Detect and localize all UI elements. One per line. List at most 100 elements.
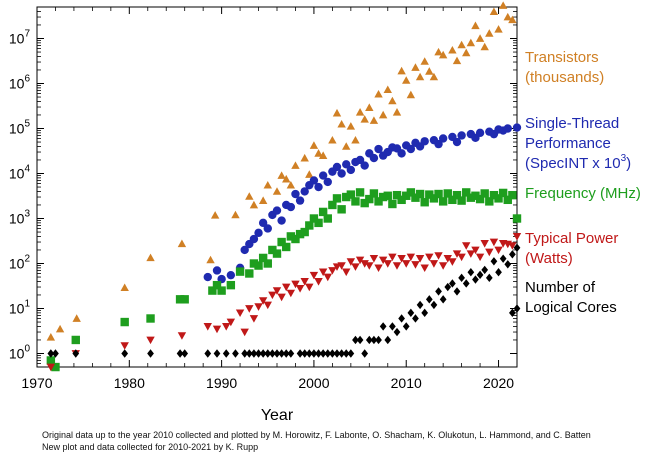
data-point-transistors	[286, 180, 296, 189]
data-point-cores	[462, 279, 470, 288]
data-point-power	[300, 278, 309, 286]
data-point-power	[392, 262, 402, 270]
data-point-single_thread	[318, 171, 328, 180]
data-point-cores	[379, 322, 387, 331]
data-point-power	[346, 258, 356, 266]
data-point-single_thread	[295, 196, 305, 205]
data-point-cores	[407, 308, 415, 318]
data-point-transistors	[282, 174, 291, 183]
data-point-frequency	[180, 295, 189, 304]
data-point-power	[452, 250, 462, 258]
data-point-frequency	[480, 189, 489, 198]
y-tick-label: 104	[9, 164, 31, 182]
data-point-frequency	[295, 229, 305, 239]
data-point-transistors	[508, 15, 517, 24]
data-point-cores	[458, 273, 465, 283]
data-point-cores	[513, 243, 521, 252]
data-point-power	[512, 233, 522, 241]
data-point-transistors	[489, 7, 499, 16]
data-point-cores	[509, 308, 516, 318]
data-point-cores	[375, 335, 382, 345]
data-point-cores	[481, 265, 489, 275]
data-point-cores	[509, 250, 516, 259]
x-tick-label: 2010	[391, 375, 422, 391]
data-point-single_thread	[263, 224, 272, 233]
data-point-frequency	[425, 190, 434, 199]
data-point-transistors	[120, 283, 129, 292]
data-point-cores	[273, 349, 281, 358]
data-point-transistors	[494, 25, 503, 33]
data-point-transistors	[480, 42, 489, 51]
caption-line-1: Original data up to the year 2010 collec…	[42, 430, 591, 440]
data-point-frequency	[512, 214, 522, 223]
data-point-frequency	[462, 188, 471, 197]
x-tick-label: 1970	[21, 375, 52, 391]
data-point-transistors	[402, 76, 411, 84]
data-point-transistors	[475, 34, 485, 42]
data-point-frequency	[485, 197, 494, 206]
data-point-single_thread	[309, 176, 319, 185]
data-point-power	[351, 263, 360, 271]
data-point-transistors	[346, 122, 356, 130]
data-point-cores	[352, 335, 359, 345]
data-point-transistors	[231, 210, 240, 219]
data-point-power	[480, 240, 489, 248]
data-point-cores	[259, 349, 267, 358]
data-point-cores	[421, 308, 429, 318]
data-point-cores	[47, 349, 55, 358]
data-point-cores	[402, 322, 410, 331]
y-tick-exponent: 2	[24, 254, 30, 265]
series-labels: Transistors (thousands) Single-Thread Perfo…	[525, 49, 641, 316]
data-point-frequency	[351, 197, 360, 206]
data-point-frequency	[226, 280, 236, 290]
data-point-cores	[398, 314, 405, 323]
data-point-single_thread	[360, 161, 369, 170]
data-point-transistors	[55, 324, 65, 333]
data-point-cores	[416, 300, 424, 310]
data-point-frequency	[318, 207, 328, 217]
data-point-frequency	[305, 221, 314, 230]
data-point-power	[272, 287, 282, 295]
data-point-cores	[72, 349, 80, 358]
data-point-transistors	[462, 48, 471, 57]
data-point-power	[448, 258, 457, 266]
data-point-frequency	[360, 198, 369, 208]
data-point-cores	[453, 287, 461, 296]
data-point-cores	[324, 349, 332, 358]
y-tick-base: 10	[9, 256, 25, 272]
data-point-frequency	[420, 198, 429, 207]
data-point-single_thread	[406, 144, 416, 154]
data-point-cores	[393, 327, 401, 337]
data-point-frequency	[443, 189, 452, 198]
data-point-cores	[370, 335, 378, 345]
data-point-cores	[181, 349, 189, 358]
y-tick-base: 10	[9, 121, 25, 137]
data-point-power	[462, 242, 471, 250]
data-point-frequency	[489, 190, 499, 200]
data-point-frequency	[235, 267, 245, 276]
data-point-cores	[347, 349, 355, 358]
data-point-power	[249, 315, 259, 323]
data-point-cores	[176, 349, 184, 358]
data-point-frequency	[466, 193, 476, 202]
series-label-frequency: Frequency (MHz)	[525, 185, 641, 202]
y-tick-label: 105	[9, 119, 31, 137]
data-point-cores	[52, 349, 59, 358]
data-point-cores	[412, 314, 419, 323]
data-point-frequency	[374, 197, 383, 206]
data-point-frequency	[438, 197, 448, 206]
series-label-cores: Number of	[525, 279, 596, 296]
data-point-frequency	[392, 190, 402, 200]
data-point-cores	[250, 349, 258, 358]
data-point-transistors	[365, 103, 374, 111]
data-point-power	[245, 305, 254, 313]
y-tick-base: 10	[9, 31, 25, 47]
data-point-single_thread	[420, 137, 429, 146]
data-point-transistors	[392, 108, 402, 116]
y-tick-label: 101	[9, 299, 31, 317]
series-label-transistors: Transistors	[525, 49, 599, 66]
data-point-cores	[449, 279, 456, 288]
data-point-power	[177, 332, 187, 340]
y-tick-base: 10	[9, 166, 25, 182]
